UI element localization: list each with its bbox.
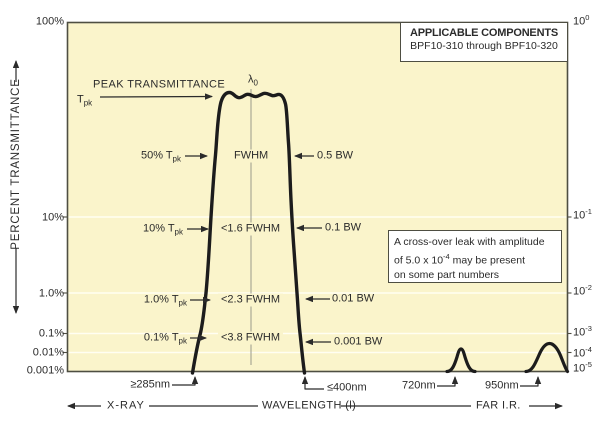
region-far-ir: FAR I.R. — [476, 399, 521, 412]
y-left-label-0.01: 0.01% — [32, 346, 64, 359]
level-1pct-label: 1.0% Tpk — [143, 293, 187, 308]
lambda0-label: λ0 — [248, 73, 258, 88]
y-left-label-100: 100% — [35, 15, 64, 28]
note-line-1: A cross-over leak with amplitude — [394, 236, 545, 248]
y-right-label-1e-4: 10-4 — [573, 344, 592, 360]
y-left-label-1: 1.0% — [38, 287, 64, 300]
axis-ticks — [62, 216, 572, 354]
region-xray: X-RAY — [107, 399, 145, 412]
annotation-arrows — [12, 60, 563, 410]
applicable-components-range: BPF10-310 through BPF10-320 — [410, 40, 558, 52]
y-right-label-1e-3: 10-3 — [573, 323, 592, 339]
y-right-label-1e-5: 10-5 — [573, 359, 592, 375]
y-right-label-1e-2: 10-2 — [573, 282, 592, 298]
applicable-components-box: APPLICABLE COMPONENTS BPF10-310 through … — [400, 22, 568, 62]
marker-950nm: 950nm — [485, 379, 519, 392]
y-left-label-0.1: 0.1% — [38, 327, 64, 340]
level-50pct-label: 50% Tpk — [140, 149, 181, 164]
arrow-400nm — [301, 376, 324, 390]
fwhm-3.8-label: <3.8 FWHM — [218, 331, 283, 345]
level-0.1pct-label: 0.1% Tpk — [143, 331, 187, 346]
tpk-label: Tpk — [77, 93, 93, 108]
bw-0.01-label: 0.01 BW — [332, 292, 375, 305]
decade-gridlines — [68, 216, 567, 354]
level-10pct-label: 10% Tpk — [142, 222, 183, 237]
applicable-components-title: APPLICABLE COMPONENTS — [410, 27, 558, 39]
y-axis-title: PERCENT TRANSMITTANCE — [10, 78, 22, 250]
arrow-950nm — [520, 376, 542, 387]
arrow-285nm — [172, 376, 199, 386]
arrow-720nm — [437, 376, 459, 387]
peak-transmittance-arrow — [99, 93, 213, 100]
marker-400nm: ≤400nm — [327, 381, 367, 394]
peak-transmittance-label: PEAK TRANSMITTANCE — [93, 78, 226, 91]
note-line-2: of 5.0 x 10-4 may be present — [394, 251, 526, 267]
leak-bump-720nm — [445, 347, 477, 374]
crossover-leak-note-box: A cross-over leak with amplitude of 5.0 … — [388, 230, 562, 283]
fwhm-label: FWHM — [231, 149, 272, 163]
leak-bump-950nm — [524, 341, 570, 374]
transmittance-curve — [190, 90, 307, 375]
fwhm-1.6-label: <1.6 FWHM — [218, 222, 283, 236]
y-right-label-1e0: 100 — [573, 12, 590, 28]
region-wavelength: WAVELENGTH (l) — [262, 399, 357, 412]
fwhm-2.3-label: <2.3 FWHM — [218, 293, 283, 307]
marker-285nm: ≥285nm — [130, 378, 170, 391]
note-line-3: on some part numbers — [394, 268, 500, 281]
y-left-label-10: 10% — [41, 211, 64, 224]
bw-0.1-label: 0.1 BW — [325, 221, 362, 234]
y-left-label-0.001: 0.001% — [26, 364, 64, 377]
bw-0.001-label: 0.001 BW — [334, 335, 383, 348]
marker-720nm: 720nm — [402, 379, 436, 392]
y-right-label-1e-1: 10-1 — [573, 206, 592, 222]
bw-0.5-label: 0.5 BW — [317, 149, 354, 162]
plot-area — [66, 21, 569, 373]
